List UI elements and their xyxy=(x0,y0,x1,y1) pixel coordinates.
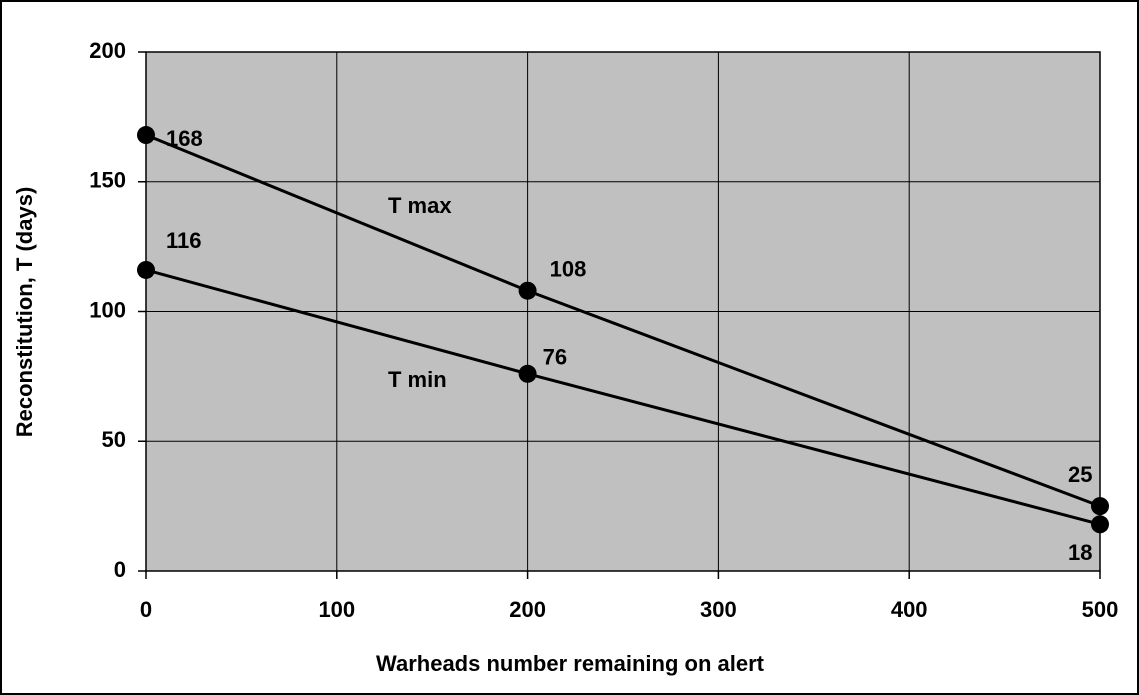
x-tick-label: 100 xyxy=(318,597,355,622)
data-point xyxy=(137,260,155,279)
data-label: 25 xyxy=(1068,462,1092,487)
y-tick-label: 150 xyxy=(89,168,126,193)
x-tick-label: 300 xyxy=(700,597,737,622)
data-point xyxy=(518,364,537,383)
data-point xyxy=(137,126,155,145)
series-name: T min xyxy=(388,367,447,392)
x-tick-label: 0 xyxy=(140,597,152,622)
data-label: 168 xyxy=(166,126,203,151)
data-label: 116 xyxy=(166,228,202,253)
y-tick-label: 200 xyxy=(89,38,126,63)
data-point xyxy=(518,281,537,300)
data-point xyxy=(1091,515,1109,534)
y-tick-label: 100 xyxy=(89,297,126,322)
y-tick-label: 0 xyxy=(114,557,126,582)
x-tick-label: 500 xyxy=(1082,597,1119,622)
y-tick-label: 50 xyxy=(102,427,126,452)
series-name: T max xyxy=(388,193,452,218)
x-tick-label: 200 xyxy=(509,597,546,622)
x-axis-label: Warheads number remaining on alert xyxy=(376,651,765,676)
data-label: 76 xyxy=(543,345,567,370)
y-axis-label: Reconstitution, T (days) xyxy=(12,187,37,438)
data-label: 108 xyxy=(550,257,587,282)
x-tick-label: 400 xyxy=(891,597,928,622)
data-label: 18 xyxy=(1068,540,1092,565)
data-point xyxy=(1091,497,1109,516)
